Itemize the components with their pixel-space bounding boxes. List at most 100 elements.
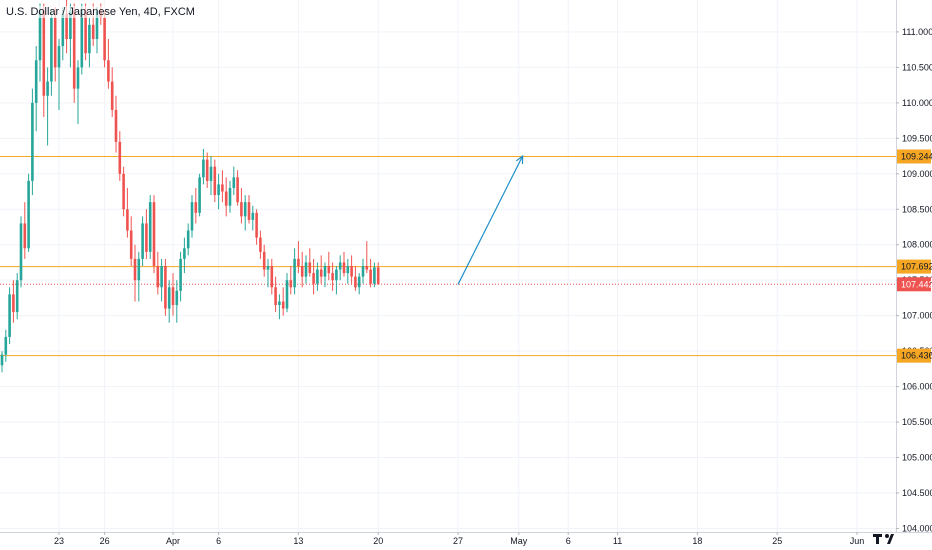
- candle-body: [183, 248, 186, 259]
- candle-body: [88, 24, 91, 54]
- candle-body: [369, 269, 372, 284]
- candle-body: [42, 10, 46, 96]
- y-tick-label: 109.500: [902, 133, 932, 143]
- candle-body: [50, 17, 53, 82]
- candle-body: [118, 141, 122, 174]
- candle-body: [91, 24, 95, 40]
- candle-body: [80, 10, 84, 68]
- candle-body: [236, 177, 239, 203]
- price-level-badge: [897, 277, 931, 292]
- candle-body: [202, 159, 205, 178]
- price-level-badge-label: 107.692: [901, 262, 932, 272]
- y-tick-label: 106.000: [902, 382, 932, 392]
- candle-body: [15, 280, 19, 313]
- candle-body: [114, 109, 118, 142]
- projection-arrow-line[interactable]: [457, 155, 524, 285]
- candle-body: [304, 262, 308, 277]
- candle-body: [270, 266, 274, 288]
- y-tick-label: 108.500: [902, 204, 932, 214]
- candle-body: [61, 14, 65, 47]
- candle-body: [255, 212, 258, 238]
- candle-body: [69, 10, 72, 40]
- candle-body: [152, 202, 156, 266]
- candle-body: [251, 212, 255, 220]
- candle-body: [198, 177, 201, 213]
- candle-body: [232, 177, 236, 188]
- candle-body: [57, 46, 61, 68]
- candle-body: [224, 191, 228, 206]
- candle-body: [365, 266, 369, 270]
- y-tick-label: 110.500: [902, 62, 932, 72]
- candle-body: [23, 223, 27, 249]
- candle-body: [354, 276, 357, 288]
- candle-body: [205, 159, 209, 181]
- candle-body: [278, 301, 281, 306]
- candle-body: [53, 17, 57, 68]
- candle-body: [247, 202, 251, 220]
- candle-body: [76, 67, 80, 89]
- candle-body: [137, 258, 141, 281]
- candle-body: [293, 258, 296, 288]
- candle-body: [160, 266, 163, 288]
- candle-body: [289, 280, 293, 288]
- candle-body: [65, 14, 68, 40]
- candle-body: [350, 266, 353, 277]
- candle-body: [331, 273, 334, 281]
- y-tick-label: 105.500: [902, 417, 932, 427]
- candle-body: [31, 102, 34, 181]
- candle-body: [243, 202, 247, 217]
- time-axis[interactable]: [0, 532, 932, 550]
- x-tick-label: May: [510, 536, 528, 546]
- x-tick-label: 6: [216, 536, 221, 546]
- candle-body: [186, 230, 190, 249]
- y-tick-label: 105.000: [902, 453, 932, 463]
- y-tick-label: 108.000: [902, 240, 932, 250]
- x-tick-label: 25: [772, 536, 782, 546]
- y-tick-label: 111.000: [902, 27, 932, 37]
- candle-body: [357, 276, 361, 288]
- y-tick-label: 104.500: [902, 488, 932, 498]
- candle-body: [323, 266, 327, 277]
- candle-body: [38, 10, 42, 61]
- candle-body: [361, 266, 365, 277]
- candle-body: [281, 301, 285, 309]
- candle-body: [262, 251, 266, 270]
- candle-body: [122, 173, 125, 210]
- candle-body: [145, 223, 148, 252]
- price-axis[interactable]: [896, 0, 932, 550]
- candle-body: [209, 166, 213, 181]
- candle-body: [167, 287, 171, 309]
- price-level-badge: [897, 348, 931, 363]
- candle-body: [213, 166, 217, 196]
- candle-body: [335, 269, 338, 281]
- candle-body: [27, 180, 30, 249]
- candle-body: [274, 287, 277, 306]
- candle-body: [46, 81, 49, 96]
- x-tick-label: 11: [613, 536, 622, 546]
- candle-body: [376, 267, 380, 285]
- x-tick-label: 27: [453, 536, 463, 546]
- candle-body: [19, 223, 23, 281]
- tradingview-logo-icon: [871, 531, 921, 550]
- candle-body: [126, 209, 129, 231]
- candle-body: [316, 269, 319, 284]
- candle-body: [0, 354, 4, 366]
- candle-body: [338, 262, 342, 270]
- candle-body: [346, 266, 350, 274]
- y-tick-label: 110.000: [902, 98, 932, 108]
- candle-body: [34, 60, 38, 103]
- candle-body: [164, 266, 167, 309]
- x-tick-label: 20: [373, 536, 383, 546]
- x-tick-label: 18: [692, 536, 702, 546]
- candle-body: [95, 10, 99, 40]
- candle-body: [266, 266, 270, 270]
- y-tick-label: 109.000: [902, 169, 932, 179]
- candle-body: [141, 223, 144, 259]
- candle-body: [373, 267, 376, 284]
- candle-body: [319, 269, 323, 277]
- price-level-badge: [897, 149, 931, 164]
- candle-body: [8, 294, 11, 337]
- arrow-head-icon: [515, 154, 524, 165]
